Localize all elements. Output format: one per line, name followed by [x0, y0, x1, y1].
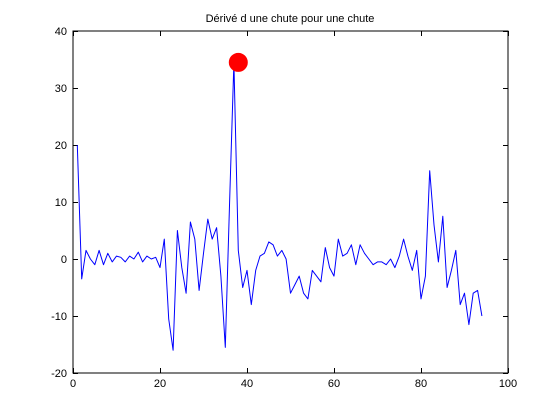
chart-title: Dérivé d une chute pour une chute — [206, 13, 375, 25]
x-tick-label: 40 — [241, 378, 253, 390]
y-tick-label: 20 — [55, 140, 67, 152]
x-tick-label: 60 — [328, 378, 340, 390]
y-tick-label: 40 — [55, 26, 67, 38]
plot-area — [72, 30, 509, 374]
x-tick-label: 100 — [499, 378, 517, 390]
y-tick-label: 10 — [55, 197, 67, 209]
y-tick-label: 30 — [55, 83, 67, 95]
axis-ticks: 0 20 40 60 80 100 -20 -10 0 10 20 30 40 — [51, 26, 517, 390]
peak-marker — [228, 52, 248, 72]
x-tick-label: 80 — [415, 378, 427, 390]
y-tick-label: -20 — [51, 368, 67, 380]
series-line — [76, 61, 483, 351]
x-tick-label: 0 — [70, 378, 76, 390]
data-layer — [76, 52, 483, 351]
x-tick-label: 20 — [154, 378, 166, 390]
y-tick-label: 0 — [61, 254, 67, 266]
y-tick-label: -10 — [51, 311, 67, 323]
